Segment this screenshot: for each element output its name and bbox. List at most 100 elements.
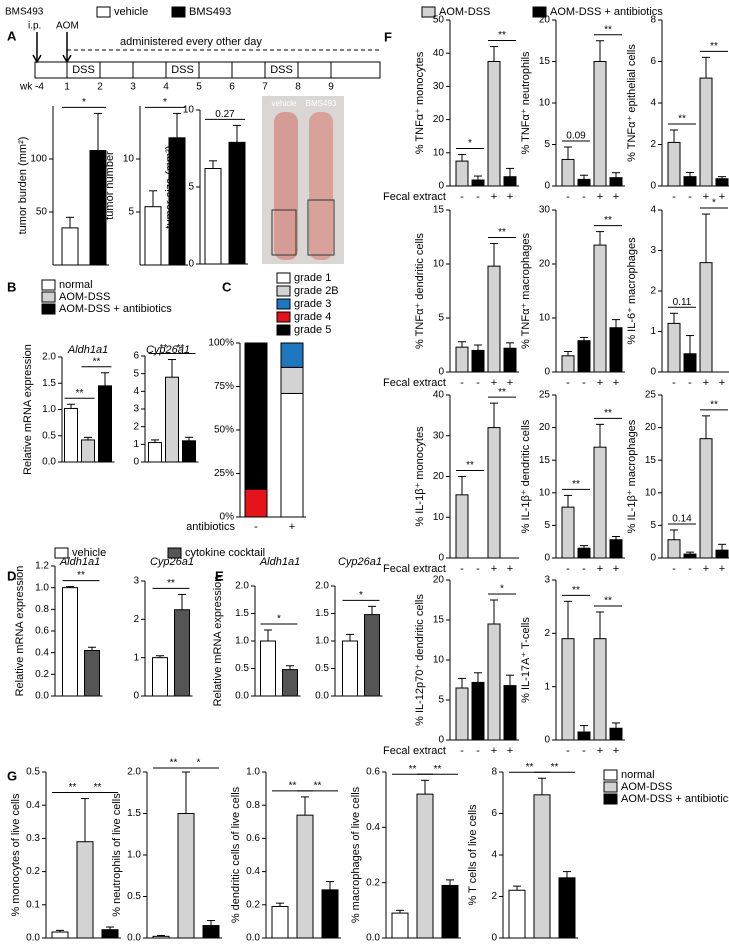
y-tick-label: 6 [491,808,497,819]
y-tick-label: 1.5 [42,378,56,389]
bar [321,889,339,939]
y-tick-label: 8 [650,15,656,26]
week-label: 9 [328,82,334,93]
y-tick-label: 0.0 [246,933,260,944]
legend-label: AOM-DSS [439,6,490,18]
bar [471,681,485,741]
y-tick-label: 1 [650,326,656,337]
y-axis-label: % TNFα⁺ monocytes [414,51,426,154]
y-tick-label: 0.1 [26,899,40,910]
y-tick-label: 4 [650,205,656,216]
bar [667,322,681,373]
y-tick-label: 0 [650,367,656,378]
y-tick-label: 20 [645,422,657,433]
significance-label: ** [604,408,612,419]
bar [609,539,623,559]
y-tick-label: 50% [214,425,234,436]
y-tick-label: 1.2 [35,561,49,572]
bar [282,669,298,697]
y-tick-label: 0 [133,691,139,702]
x-axis-label: Fecal extract [383,745,446,757]
legend-label: grade 5 [294,324,331,336]
bar [81,439,95,463]
y-tick-label: 20 [539,15,551,26]
y-tick-label: 1.0 [315,636,329,647]
bar [508,889,526,939]
legend-label: cytokine cocktail [185,547,265,559]
x-tick-label: - [566,745,570,757]
y-tick-label: 10 [433,259,445,270]
y-tick-label: 2 [650,139,656,150]
week-label: 1 [64,82,70,93]
x-tick-label: + [613,563,619,575]
x-tick-label: + [719,191,725,203]
bar [503,347,517,373]
x-tick-label: - [566,377,570,389]
x-tick-label: - [672,563,676,575]
bar [416,793,434,939]
legend-swatch [532,6,547,18]
bar [441,884,459,939]
significance-label: ** [69,782,77,793]
bar [699,77,713,187]
bar [177,813,195,939]
bar [487,623,501,741]
bar [609,327,623,373]
bar [487,265,501,373]
y-axis-label: % TNFα⁺ macrophages [520,233,532,349]
y-tick-label: 10 [539,98,551,109]
legend-label: grade 3 [294,298,331,310]
y-tick-label: 6 [650,56,656,67]
x-tick-label: + [597,563,603,575]
y-tick-label: 15 [433,615,445,626]
bar [101,929,119,939]
y-tick-label: 1.0 [35,582,49,593]
x-tick-label: + [507,191,513,203]
y-tick-label: 20 [433,471,445,482]
y-tick-label: 10 [433,147,445,158]
y-tick-label: 0 [544,553,550,564]
x-tick-label: + [719,377,725,389]
significance-label: ** [177,343,185,354]
y-tick-label: 0.0 [42,457,56,468]
y-tick-label: 40 [433,390,445,401]
week-label: 4 [163,82,169,93]
significance-label: ** [604,215,612,226]
bar [715,178,729,187]
y-tick-label: 0.2 [246,899,260,910]
x-tick-label: + [703,191,709,203]
bar [558,877,576,939]
bar [61,227,79,266]
x-tick-label: + [597,377,603,389]
y-tick-label: 1.5 [315,608,329,619]
y-tick-label: 2.0 [315,581,329,592]
legend-label: grade 4 [294,311,331,323]
bar [503,176,517,187]
y-axis-label: % neutrophils of live cells [111,793,123,917]
carcinogen-label: AOM [56,21,79,32]
significance-label: ** [710,41,718,52]
y-tick-label: 0.8 [35,604,49,615]
legend-swatch [276,298,291,310]
y-tick-label: 0 [544,735,550,746]
significance-label: 0.09 [566,131,586,142]
bar-segment [280,342,304,368]
bar-segment [280,366,304,394]
y-tick-label: 1 [544,681,550,692]
significance-label: ** [94,782,102,793]
y-tick-label: 10 [433,655,445,666]
bar [391,912,409,939]
week-label: 7 [262,82,268,93]
bar [76,841,94,939]
x-tick-label: + [703,563,709,575]
bar [593,61,607,187]
x-axis-label: Fecal extract [383,377,446,389]
x-tick-label: + [507,563,513,575]
x-tick-label: + [289,521,295,533]
y-tick-label: 0.5 [42,430,56,441]
bar [699,438,713,559]
x-tick-label: - [460,377,464,389]
significance-label: ** [678,114,686,125]
y-tick-label: 0.4 [246,866,260,877]
x-tick-label: - [582,745,586,757]
